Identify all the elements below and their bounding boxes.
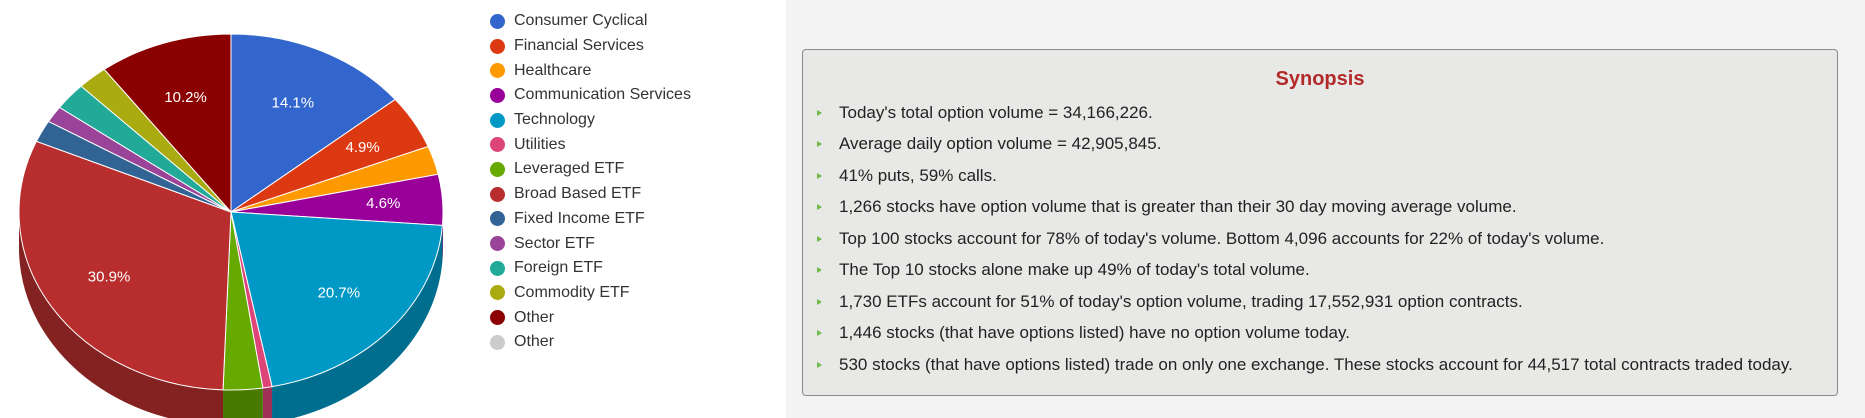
legend-item[interactable]: Broad Based ETF (490, 182, 691, 207)
bullet-arrow-icon (817, 109, 822, 116)
legend-label: Communication Services (514, 86, 691, 104)
legend-item[interactable]: Utilities (490, 132, 691, 157)
pie-data-label: 14.1% (272, 95, 315, 112)
pie-slice-side (262, 386, 273, 418)
legend-item[interactable]: Fixed Income ETF (490, 207, 691, 232)
synopsis-item-text: 1,730 ETFs account for 51% of today's op… (839, 291, 1523, 311)
synopsis-item: 1,730 ETFs account for 51% of today's op… (817, 286, 1831, 318)
pie-data-label: 4.9% (346, 139, 380, 156)
synopsis-box: Synopsis Today's total option volume = 3… (802, 49, 1838, 396)
legend-swatch-icon (490, 310, 505, 326)
pie-data-label: 30.9% (88, 269, 131, 286)
legend-swatch-icon (490, 112, 505, 128)
pie-slice[interactable] (230, 33, 396, 213)
legend-swatch-icon (490, 285, 505, 301)
pie-chart: 14.1% 4.9% 4.6% 20.7% 30.9% 10.2% (18, 33, 444, 418)
pie-slice-side (19, 212, 224, 418)
legend-item[interactable]: Leveraged ETF (490, 157, 691, 182)
synopsis-item: 1,266 stocks have option volume that is … (817, 192, 1831, 224)
synopsis-item: 1,446 stocks (that have options listed) … (817, 318, 1831, 350)
legend-label: Broad Based ETF (514, 185, 642, 203)
synopsis-item: Average daily option volume = 42,905,845… (817, 129, 1831, 161)
synopsis-item: 41% puts, 59% calls. (817, 160, 1831, 192)
pie-slice[interactable] (18, 140, 232, 391)
legend-swatch-icon (490, 186, 505, 202)
legend-swatch-icon (490, 38, 505, 54)
synopsis-item-text: 530 stocks (that have options listed) tr… (839, 354, 1793, 374)
synopsis-list: Today's total option volume = 34,166,226… (817, 97, 1831, 381)
pie-slice[interactable] (103, 33, 232, 214)
pie-slice-side (223, 387, 263, 418)
legend-label: Healthcare (514, 61, 592, 79)
legend-item[interactable]: Foreign ETF (490, 256, 691, 281)
bullet-arrow-icon (817, 361, 822, 368)
synopsis-item-text: Today's total option volume = 34,166,226… (839, 102, 1153, 122)
pie-slice-side (272, 225, 443, 418)
legend-swatch-icon (490, 13, 505, 29)
right-panel: Synopsis Today's total option volume = 3… (786, 0, 1865, 418)
legend-item[interactable]: Sector ETF (490, 231, 691, 256)
legend-swatch-icon (490, 260, 505, 276)
legend-label: Technology (514, 111, 595, 129)
bullet-arrow-icon (817, 204, 822, 211)
legend-item[interactable]: Commodity ETF (490, 281, 691, 306)
legend-label: Financial Services (514, 37, 644, 55)
synopsis-item: Today's total option volume = 34,166,226… (817, 97, 1831, 129)
legend-item[interactable]: Other (490, 330, 691, 355)
bullet-arrow-icon (817, 267, 822, 274)
legend-item[interactable]: Technology (490, 108, 691, 133)
legend-label: Leveraged ETF (514, 160, 625, 178)
legend-swatch-icon (490, 63, 505, 79)
synopsis-item-text: 1,266 stocks have option volume that is … (839, 197, 1517, 217)
legend-label: Commodity ETF (514, 283, 630, 301)
legend-swatch-icon (490, 211, 505, 227)
legend-label: Fixed Income ETF (514, 209, 645, 227)
synopsis-item-text: The Top 10 stocks alone make up 49% of t… (839, 260, 1310, 280)
pie-data-label: 4.6% (366, 195, 400, 212)
legend-item[interactable]: Other (490, 305, 691, 330)
synopsis-item-text: Average daily option volume = 42,905,845… (839, 134, 1162, 154)
pie-data-label: 10.2% (164, 89, 207, 106)
legend-swatch-icon (490, 87, 505, 103)
bullet-arrow-icon (817, 298, 822, 305)
pie-data-label: 20.7% (318, 284, 361, 301)
chart-area: 14.1% 4.9% 4.6% 20.7% 30.9% 10.2% Consumer Cy… (0, 0, 786, 418)
synopsis-item-text: 41% puts, 59% calls. (839, 165, 997, 185)
bullet-arrow-icon (817, 330, 822, 337)
legend-swatch-icon (490, 161, 505, 177)
synopsis-item-text: 1,446 stocks (that have options listed) … (839, 323, 1350, 343)
legend-swatch-icon (490, 236, 505, 252)
legend-label: Other (514, 308, 555, 326)
synopsis-item: The Top 10 stocks alone make up 49% of t… (817, 255, 1831, 287)
legend-label: Foreign ETF (514, 259, 603, 277)
legend-label: Utilities (514, 135, 566, 153)
legend-item[interactable]: Consumer Cyclical (490, 9, 691, 34)
bullet-arrow-icon (817, 235, 822, 242)
pie-slice[interactable] (230, 211, 443, 388)
synopsis-item: Top 100 stocks account for 78% of today'… (817, 223, 1831, 255)
bullet-arrow-icon (817, 172, 822, 179)
legend-swatch-icon (490, 137, 505, 153)
synopsis-title: Synopsis (1275, 68, 1365, 90)
synopsis-item-text: Top 100 stocks account for 78% of today'… (839, 228, 1605, 248)
legend-label: Sector ETF (514, 234, 595, 252)
legend-swatch-icon (490, 334, 505, 350)
legend: Consumer Cyclical Financial Services Healt… (490, 9, 691, 355)
synopsis-item: 530 stocks (that have options listed) tr… (817, 349, 1831, 381)
legend-item[interactable]: Financial Services (490, 34, 691, 59)
legend-item[interactable]: Healthcare (490, 58, 691, 83)
legend-label: Consumer Cyclical (514, 12, 648, 30)
bullet-arrow-icon (817, 141, 822, 148)
legend-label: Other (514, 333, 555, 351)
legend-item[interactable]: Communication Services (490, 83, 691, 108)
